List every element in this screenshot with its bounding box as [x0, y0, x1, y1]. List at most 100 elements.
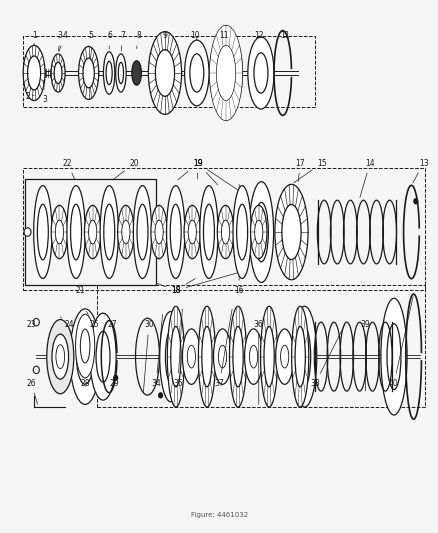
Ellipse shape	[218, 345, 226, 368]
Ellipse shape	[118, 62, 123, 84]
Text: 19: 19	[192, 159, 202, 179]
Ellipse shape	[217, 205, 233, 259]
Ellipse shape	[148, 31, 181, 114]
Text: 1: 1	[32, 31, 36, 45]
Ellipse shape	[137, 204, 148, 260]
Ellipse shape	[84, 205, 101, 259]
Ellipse shape	[203, 204, 214, 260]
Text: 30: 30	[143, 320, 153, 393]
Ellipse shape	[201, 326, 212, 387]
Text: 39: 39	[360, 320, 370, 391]
Ellipse shape	[263, 326, 274, 387]
Ellipse shape	[298, 327, 310, 386]
Ellipse shape	[274, 184, 307, 280]
Text: 17: 17	[295, 159, 304, 182]
Text: 19: 19	[192, 159, 238, 191]
Text: 13: 13	[412, 159, 427, 183]
Ellipse shape	[249, 182, 273, 282]
Text: 3: 3	[58, 31, 63, 51]
Ellipse shape	[281, 205, 300, 260]
Text: Figure: 4461032: Figure: 4461032	[191, 512, 247, 519]
Text: 15: 15	[293, 159, 326, 183]
Text: 19: 19	[177, 159, 202, 180]
Ellipse shape	[116, 54, 126, 92]
Text: 11: 11	[219, 25, 228, 41]
Ellipse shape	[198, 306, 215, 407]
Text: 40: 40	[388, 297, 412, 387]
Ellipse shape	[165, 331, 176, 382]
Text: 28: 28	[80, 378, 90, 387]
Text: 16: 16	[234, 184, 244, 295]
Ellipse shape	[380, 298, 406, 415]
Text: 2: 2	[25, 93, 34, 101]
Text: 7: 7	[120, 31, 125, 51]
Ellipse shape	[133, 185, 151, 278]
Ellipse shape	[103, 204, 114, 260]
Ellipse shape	[155, 220, 163, 244]
Ellipse shape	[292, 306, 316, 407]
Ellipse shape	[70, 309, 100, 405]
Ellipse shape	[71, 204, 81, 260]
Circle shape	[33, 318, 39, 326]
Text: 27: 27	[105, 316, 117, 329]
Text: 14: 14	[359, 159, 374, 198]
Text: 11: 11	[279, 31, 289, 41]
Ellipse shape	[51, 205, 67, 259]
Text: 8: 8	[136, 31, 141, 49]
Ellipse shape	[199, 185, 218, 278]
Text: 36: 36	[253, 320, 263, 404]
Ellipse shape	[170, 204, 181, 260]
Text: 18: 18	[156, 284, 180, 295]
Ellipse shape	[233, 326, 243, 387]
Ellipse shape	[88, 220, 96, 244]
Text: 29: 29	[110, 378, 119, 387]
Ellipse shape	[247, 37, 273, 109]
Ellipse shape	[275, 329, 293, 384]
Ellipse shape	[221, 220, 229, 244]
Ellipse shape	[121, 220, 130, 244]
Ellipse shape	[167, 306, 184, 407]
Ellipse shape	[209, 25, 242, 120]
Ellipse shape	[254, 53, 267, 93]
Text: 22: 22	[63, 159, 74, 179]
Text: 9: 9	[162, 31, 167, 41]
Text: 21: 21	[75, 286, 85, 295]
Text: 34: 34	[151, 314, 162, 387]
Ellipse shape	[34, 185, 52, 278]
Ellipse shape	[51, 54, 65, 92]
Circle shape	[113, 375, 118, 381]
Ellipse shape	[249, 345, 257, 368]
Ellipse shape	[55, 220, 64, 244]
Ellipse shape	[294, 326, 305, 387]
Ellipse shape	[229, 306, 246, 407]
Text: 23: 23	[26, 320, 36, 329]
Ellipse shape	[103, 52, 115, 94]
Ellipse shape	[54, 62, 62, 84]
Text: 18: 18	[171, 272, 238, 295]
Text: 3: 3	[42, 80, 47, 104]
Ellipse shape	[76, 329, 94, 384]
Ellipse shape	[188, 220, 196, 244]
Ellipse shape	[52, 334, 68, 379]
Text: 19: 19	[192, 159, 217, 185]
Ellipse shape	[78, 46, 99, 100]
Ellipse shape	[182, 329, 200, 384]
Ellipse shape	[236, 204, 247, 260]
Ellipse shape	[254, 203, 268, 262]
Ellipse shape	[159, 312, 181, 402]
Ellipse shape	[37, 204, 48, 260]
Text: 24: 24	[60, 317, 74, 329]
Bar	[25, 179, 156, 285]
Ellipse shape	[213, 329, 231, 384]
Ellipse shape	[280, 345, 288, 368]
Ellipse shape	[291, 306, 308, 407]
Ellipse shape	[151, 205, 167, 259]
Ellipse shape	[386, 324, 400, 390]
Text: 37: 37	[214, 309, 232, 387]
Text: 20: 20	[113, 159, 139, 180]
Text: 10: 10	[190, 31, 200, 41]
Circle shape	[158, 392, 163, 399]
Text: 5: 5	[88, 31, 93, 46]
Ellipse shape	[155, 50, 174, 96]
Ellipse shape	[260, 306, 277, 407]
